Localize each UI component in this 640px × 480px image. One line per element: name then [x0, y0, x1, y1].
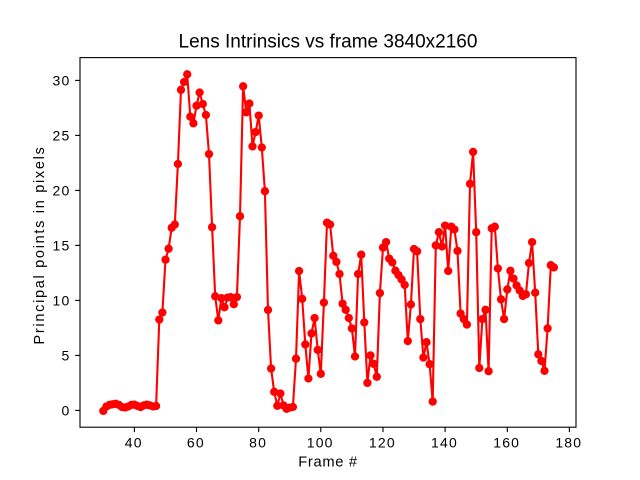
svg-text:5: 5 [62, 347, 71, 363]
svg-text:Frame #: Frame # [298, 455, 358, 471]
svg-text:30: 30 [53, 72, 71, 88]
svg-text:20: 20 [53, 182, 71, 198]
svg-text:140: 140 [431, 435, 458, 451]
svg-text:10: 10 [53, 292, 71, 308]
svg-text:60: 60 [187, 435, 205, 451]
svg-text:25: 25 [53, 127, 71, 143]
svg-text:100: 100 [307, 435, 334, 451]
svg-text:160: 160 [493, 435, 520, 451]
svg-text:Lens Intrinsics vs frame 3840x: Lens Intrinsics vs frame 3840x2160 [179, 32, 478, 53]
svg-text:Principal points in pixels: Principal points in pixels [32, 146, 48, 345]
svg-text:180: 180 [555, 435, 582, 451]
svg-text:15: 15 [53, 237, 71, 253]
svg-text:0: 0 [62, 402, 71, 418]
svg-text:40: 40 [125, 435, 143, 451]
svg-text:80: 80 [249, 435, 267, 451]
svg-text:120: 120 [369, 435, 396, 451]
